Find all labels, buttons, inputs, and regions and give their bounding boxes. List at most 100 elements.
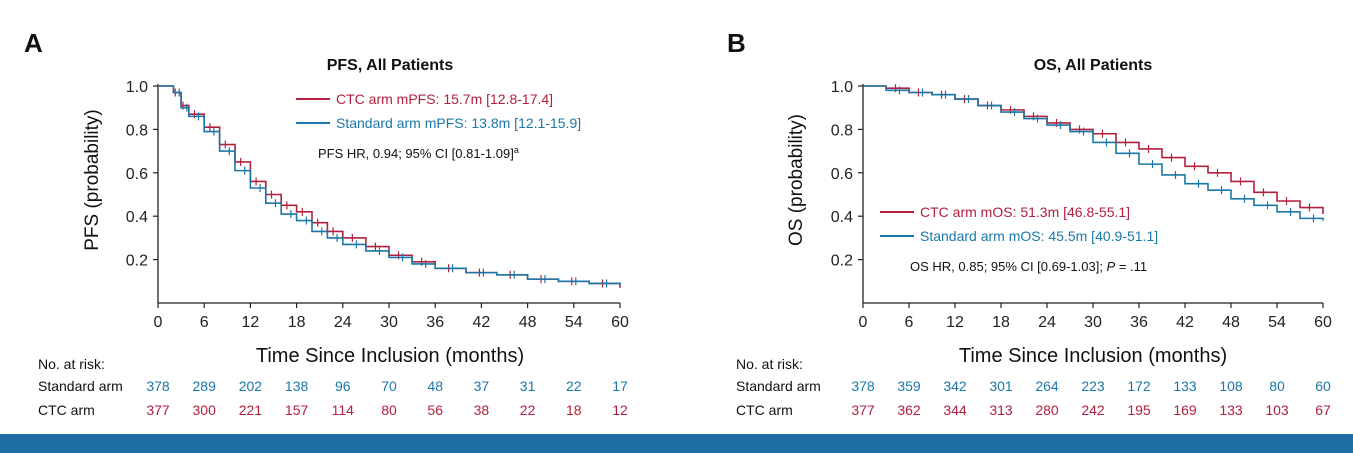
risk-table-header: No. at risk: [38,356,105,372]
risk-value: 80 [1269,378,1285,394]
panel-label: B [727,28,746,58]
hr-annotation: PFS HR, 0.94; 95% CI [0.81-1.09]a [318,145,519,161]
x-tick-label: 54 [565,314,583,331]
risk-value: 172 [1127,378,1151,394]
y-tick-label: 0.8 [126,122,148,139]
x-tick-label: 18 [288,314,306,331]
series-line-ctc [863,85,1324,215]
risk-table-header: No. at risk: [736,356,803,372]
panel-b: B OS, All Patients 0.2 0.4 0.6 0.8 1.0 0 6 12 18 24… [727,28,1332,418]
risk-value: 378 [146,378,170,394]
y-axis-label: OS (probability) [786,114,807,246]
x-axis-label: Time Since Inclusion (months) [256,345,524,367]
x-tick-label: 6 [200,314,209,331]
x-tick-label: 18 [992,314,1010,331]
risk-row-label: CTC arm [736,402,793,418]
risk-value: 70 [381,378,397,394]
y-tick-label: 1.0 [831,79,853,96]
y-tick-label: 0.2 [126,253,148,270]
x-tick-label: 48 [1222,314,1240,331]
x-tick-label: 12 [242,314,260,331]
risk-value: 169 [1173,402,1197,418]
risk-value: 344 [943,402,967,418]
legend-label-ctc: CTC arm mPFS: 15.7m [12.8-17.4] [336,91,553,107]
risk-value: 18 [566,402,582,418]
risk-value: 280 [1035,402,1059,418]
chart-title: PFS, All Patients [327,57,454,74]
risk-value: 114 [332,402,355,418]
hr-annotation: OS HR, 0.85; 95% CI [0.69-1.03]; P = .11 [910,259,1147,274]
risk-value: 133 [1173,378,1197,394]
risk-value: 108 [1219,378,1243,394]
y-tick-label: 0.2 [831,253,853,270]
risk-value: 96 [335,378,351,394]
y-tick-label: 1.0 [126,79,148,96]
risk-value: 22 [520,402,536,418]
risk-value: 17 [612,378,628,394]
x-tick-label: 42 [1176,314,1194,331]
x-tick-label: 24 [1038,314,1056,331]
risk-value: 37 [474,378,490,394]
risk-value: 12 [612,402,628,418]
risk-value: 301 [989,378,1013,394]
legend-label-standard: Standard arm mPFS: 13.8m [12.1-15.9] [336,115,581,131]
risk-value: 22 [566,378,582,394]
risk-value: 133 [1219,402,1243,418]
y-tick-label: 0.6 [126,166,148,183]
x-tick-label: 36 [1130,314,1148,331]
x-tick-label: 42 [473,314,491,331]
risk-value: 300 [193,402,217,418]
risk-value: 56 [427,402,443,418]
risk-value: 67 [1315,402,1331,418]
risk-value: 60 [1315,378,1331,394]
risk-value: 313 [989,402,1013,418]
x-tick-label: 36 [426,314,444,331]
risk-value: 377 [146,402,170,418]
risk-row-label: Standard arm [736,378,821,394]
risk-value: 31 [520,378,536,394]
risk-value: 195 [1127,402,1151,418]
series-line-standard [863,85,1324,221]
risk-value: 138 [285,378,309,394]
risk-value: 362 [897,402,921,418]
x-tick-label: 0 [154,314,163,331]
x-tick-label: 30 [380,314,398,331]
legend-label-standard: Standard arm mOS: 45.5m [40.9-51.1] [920,228,1158,244]
footer-bar [0,434,1353,453]
risk-value: 378 [851,378,875,394]
x-tick-label: 12 [946,314,964,331]
risk-value: 377 [851,402,875,418]
x-tick-label: 0 [859,314,868,331]
risk-value: 221 [239,402,263,418]
panel-label: A [24,28,43,58]
risk-value: 80 [381,402,397,418]
y-axis-label: PFS (probability) [82,109,103,251]
series-line-standard [158,85,621,286]
risk-value: 289 [193,378,217,394]
risk-row-label: Standard arm [38,378,123,394]
panel-a: A PFS, All Patients 0.2 0.4 0.6 0.8 1.0 0 6 12 18 2… [24,28,629,418]
risk-value: 242 [1081,402,1105,418]
x-tick-label: 60 [611,314,629,331]
risk-value: 157 [285,402,309,418]
chart-title: OS, All Patients [1034,57,1153,74]
legend-label-ctc: CTC arm mOS: 51.3m [46.8-55.1] [920,204,1130,220]
y-tick-label: 0.4 [831,209,853,226]
risk-value: 223 [1081,378,1105,394]
x-tick-label: 54 [1268,314,1286,331]
x-tick-label: 6 [905,314,914,331]
risk-value: 38 [474,402,490,418]
y-tick-label: 0.4 [126,209,148,226]
y-tick-label: 0.8 [831,122,853,139]
x-tick-label: 30 [1084,314,1102,331]
risk-value: 359 [897,378,921,394]
risk-row-label: CTC arm [38,402,95,418]
x-tick-label: 24 [334,314,352,331]
risk-value: 264 [1035,378,1059,394]
x-tick-label: 48 [519,314,537,331]
risk-value: 48 [427,378,443,394]
risk-value: 103 [1265,402,1289,418]
y-tick-label: 0.6 [831,166,853,183]
x-axis-label: Time Since Inclusion (months) [959,345,1227,367]
